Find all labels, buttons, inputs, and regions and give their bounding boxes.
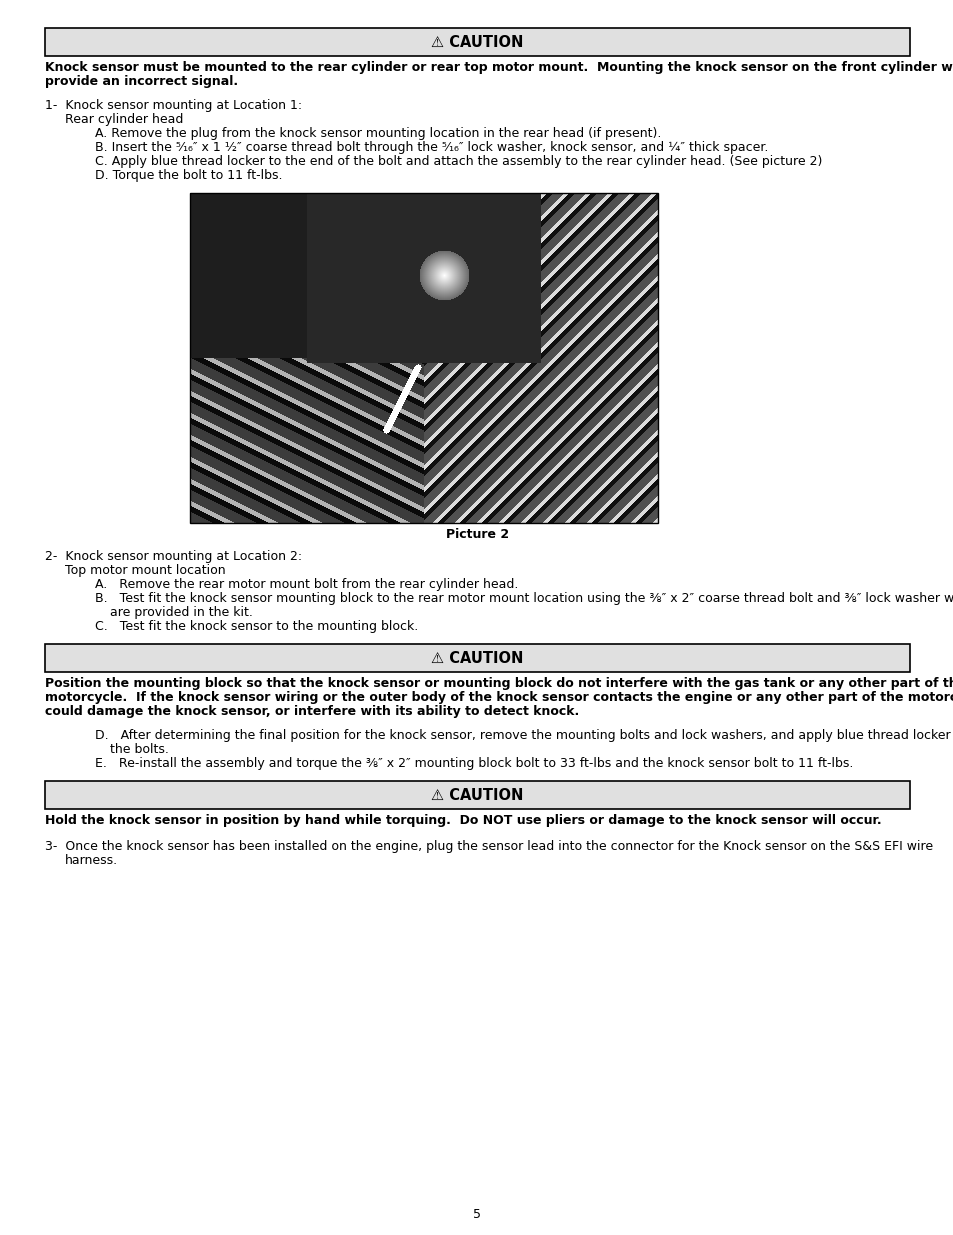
Text: 3-  Once the knock sensor has been installed on the engine, plug the sensor lead: 3- Once the knock sensor has been instal… (45, 840, 932, 853)
Text: 5: 5 (473, 1209, 480, 1221)
Text: B. Insert the ⁵⁄₁₆″ x 1 ½″ coarse thread bolt through the ⁵⁄₁₆″ lock washer, kno: B. Insert the ⁵⁄₁₆″ x 1 ½″ coarse thread… (95, 141, 767, 154)
Text: A. Remove the plug from the knock sensor mounting location in the rear head (if : A. Remove the plug from the knock sensor… (95, 127, 660, 140)
Text: A.   Remove the rear motor mount bolt from the rear cylinder head.: A. Remove the rear motor mount bolt from… (95, 578, 517, 592)
Text: C.   Test fit the knock sensor to the mounting block.: C. Test fit the knock sensor to the moun… (95, 620, 417, 634)
Text: Hold the knock sensor in position by hand while torquing.  Do NOT use pliers or : Hold the knock sensor in position by han… (45, 814, 881, 827)
Text: C. Apply blue thread locker to the end of the bolt and attach the assembly to th: C. Apply blue thread locker to the end o… (95, 156, 821, 168)
Text: harness.: harness. (65, 853, 118, 867)
Text: B.   Test fit the knock sensor mounting block to the rear motor mount location u: B. Test fit the knock sensor mounting bl… (95, 592, 953, 605)
Text: the bolts.: the bolts. (110, 743, 169, 756)
FancyBboxPatch shape (45, 643, 909, 672)
Text: D.   After determining the final position for the knock sensor, remove the mount: D. After determining the final position … (95, 729, 953, 742)
Text: are provided in the kit.: are provided in the kit. (110, 606, 253, 619)
Text: Knock sensor must be mounted to the rear cylinder or rear top motor mount.  Moun: Knock sensor must be mounted to the rear… (45, 61, 953, 74)
Text: ⚠ CAUTION: ⚠ CAUTION (431, 651, 523, 666)
Text: could damage the knock sensor, or interfere with its ability to detect knock.: could damage the knock sensor, or interf… (45, 705, 578, 718)
Text: provide an incorrect signal.: provide an incorrect signal. (45, 75, 238, 88)
Text: ⚠ CAUTION: ⚠ CAUTION (431, 35, 523, 49)
Text: Picture 2: Picture 2 (445, 529, 509, 541)
Text: ⚠ CAUTION: ⚠ CAUTION (431, 788, 523, 803)
Text: Position the mounting block so that the knock sensor or mounting block do not in: Position the mounting block so that the … (45, 677, 953, 690)
Text: motorcycle.  If the knock sensor wiring or the outer body of the knock sensor co: motorcycle. If the knock sensor wiring o… (45, 692, 953, 704)
Text: D. Torque the bolt to 11 ft-lbs.: D. Torque the bolt to 11 ft-lbs. (95, 169, 282, 182)
Text: 1-  Knock sensor mounting at Location 1:: 1- Knock sensor mounting at Location 1: (45, 99, 302, 112)
FancyBboxPatch shape (45, 781, 909, 809)
FancyBboxPatch shape (45, 28, 909, 56)
Text: E.   Re-install the assembly and torque the ⅜″ x 2″ mounting block bolt to 33 ft: E. Re-install the assembly and torque th… (95, 757, 853, 769)
Text: Rear cylinder head: Rear cylinder head (65, 112, 183, 126)
Text: 2-  Knock sensor mounting at Location 2:: 2- Knock sensor mounting at Location 2: (45, 550, 302, 563)
Text: Top motor mount location: Top motor mount location (65, 564, 226, 577)
